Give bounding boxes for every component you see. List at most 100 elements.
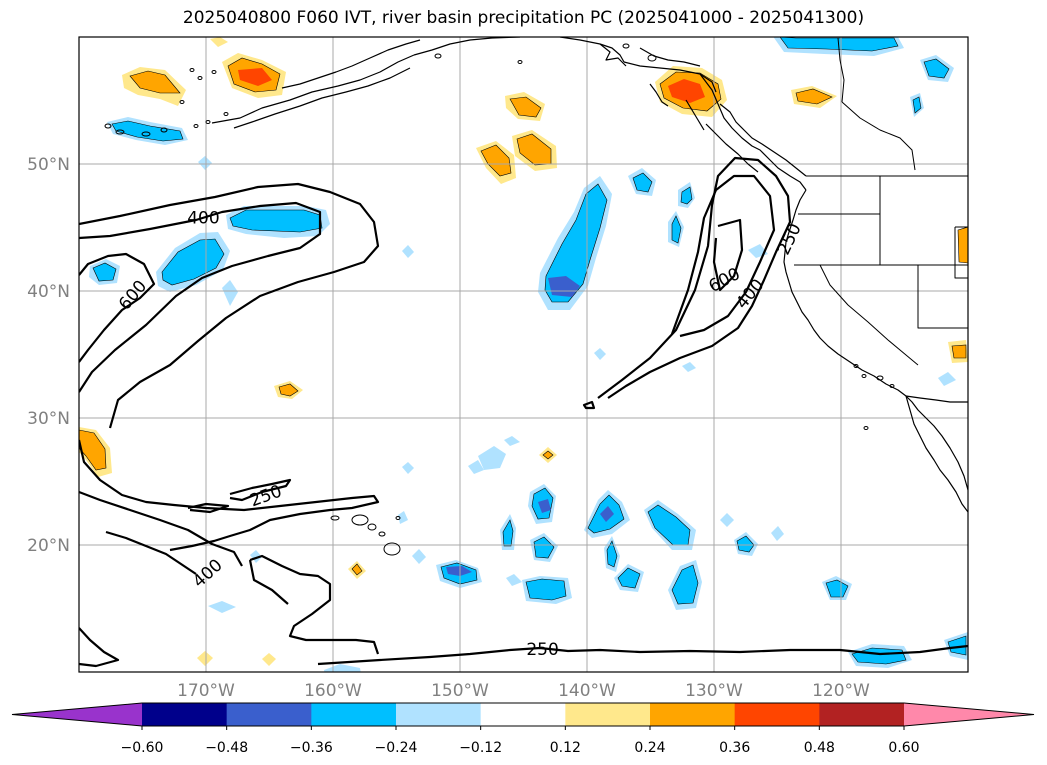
ivt-contour-400 <box>79 201 322 393</box>
precip-pc-region <box>262 653 276 666</box>
island-coastline <box>211 70 217 74</box>
ivt-contour-400 <box>249 554 380 655</box>
colorbar-segment <box>565 703 651 726</box>
island-coastline <box>517 60 523 64</box>
precip-pc-region <box>632 172 653 193</box>
island-coastline <box>330 515 340 521</box>
colorbar-tick-label: 0.60 <box>888 740 919 756</box>
island-coastline <box>367 523 377 531</box>
ivt-contour-250 <box>79 627 120 668</box>
lon-tick-labels: 170°W 160°W 150°W 140°W 130°W 120°W <box>177 681 870 701</box>
precip-pc-region <box>504 436 520 446</box>
precip-pc-region <box>208 601 236 613</box>
precip-pc-region <box>478 446 506 470</box>
precip-pc-region <box>617 567 641 589</box>
colorbar-tick-label: 0.24 <box>634 740 665 756</box>
precip-pc-region <box>351 563 363 576</box>
lon-tick-label: 130°W <box>685 681 743 701</box>
coastline <box>623 61 717 93</box>
ivt-contours <box>79 156 968 668</box>
island-coastline <box>160 127 168 133</box>
island-coastline <box>647 54 657 62</box>
country-border <box>837 37 845 103</box>
precip-pc-region <box>238 68 272 86</box>
lat-tick-label: 20°N <box>27 536 70 556</box>
colorbar-tick-label: 0.12 <box>550 740 581 756</box>
ivt-contour-600 <box>79 252 156 363</box>
precip-pc-region <box>198 156 212 170</box>
colorbar-tick-label: −0.48 <box>205 740 248 756</box>
island-coastline <box>351 514 369 526</box>
precip-pc-region <box>771 526 784 541</box>
precip-pc-region <box>606 540 618 568</box>
lat-tick-label: 40°N <box>27 282 70 302</box>
precip-pc-region <box>795 88 833 105</box>
coastline <box>281 39 421 89</box>
colorbar-tick-label: −0.24 <box>375 740 418 756</box>
island-coastline <box>434 53 442 59</box>
precip-pc-region <box>533 536 555 559</box>
precip-pc-region <box>736 535 755 553</box>
precip-pc-region <box>412 549 426 564</box>
precip-pc-region <box>647 504 691 546</box>
map-frame <box>78 36 969 673</box>
coastline <box>783 189 968 491</box>
ivt-contour-250 <box>317 644 968 666</box>
coastline <box>639 47 701 67</box>
ivt-contour-250 <box>79 439 380 552</box>
coastline <box>559 37 625 63</box>
precip-pc-layer <box>79 37 968 672</box>
colorbar-tick-label: −0.36 <box>290 740 333 756</box>
precip-pc-region <box>912 96 922 114</box>
precip-pc-region <box>668 79 705 103</box>
ivt-contour-400 <box>105 530 197 575</box>
island-coastline <box>889 384 895 388</box>
island-coastline <box>104 123 112 129</box>
lat-tick-label: 30°N <box>27 409 70 429</box>
colorbar-tick-label: 0.48 <box>804 740 835 756</box>
island-coastline <box>197 76 203 80</box>
precip-pc-region <box>402 462 414 474</box>
coastline <box>905 395 968 513</box>
colorbar-segment <box>142 703 228 726</box>
coastline <box>233 67 411 129</box>
precip-pc-region <box>250 550 262 563</box>
island-coastline <box>179 100 185 104</box>
state-border <box>819 264 919 366</box>
island-coastline <box>378 531 386 537</box>
ivt-contour-250 <box>229 478 292 502</box>
precip-pc-region <box>210 37 228 47</box>
colorbar-segment <box>734 703 820 726</box>
precip-pc-region <box>938 372 956 386</box>
ivt-contour-250 <box>187 502 230 514</box>
ivt-contour-250 <box>582 400 596 410</box>
gridlines <box>79 37 968 672</box>
island-coastline <box>193 124 199 128</box>
island-coastline <box>876 375 884 381</box>
precip-pc-region <box>446 566 472 576</box>
colorbar-segment <box>480 703 566 726</box>
ivt-contour-label: 400 <box>187 208 219 228</box>
precip-pc-region <box>548 276 580 297</box>
coastline <box>685 99 705 131</box>
precip-pc-region <box>594 348 606 360</box>
colorbar-extend-max <box>904 703 1034 726</box>
island-coastline <box>853 364 859 368</box>
precip-pc-region <box>129 70 181 94</box>
precip-pc-region <box>509 96 542 118</box>
island-coastline <box>383 542 401 556</box>
island-coastline <box>141 131 151 137</box>
state-border <box>841 101 916 171</box>
lat-tick-label: 50°N <box>27 155 70 175</box>
precip-pc-region <box>278 383 299 397</box>
state-border <box>917 265 968 329</box>
precip-pc-region <box>957 226 968 264</box>
precip-pc-region <box>538 499 551 513</box>
precip-pc-region <box>542 450 554 460</box>
precip-pc-region <box>398 511 408 524</box>
lat-tick-labels: 50°N 40°N 30°N 20°N <box>27 155 70 556</box>
ivt-contour-250 <box>597 156 792 399</box>
figure-title: 2025040800 F060 IVT, river basin precipi… <box>182 8 865 28</box>
precip-pc-region <box>161 238 225 286</box>
